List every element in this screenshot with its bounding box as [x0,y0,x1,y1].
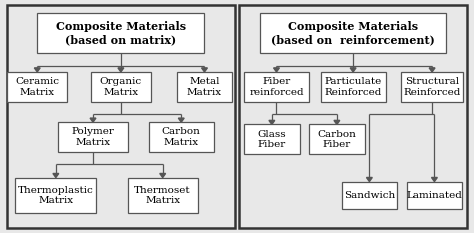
Polygon shape [269,120,275,124]
Bar [15,178,97,213]
Bar [58,122,128,152]
Bar [401,72,464,102]
Text: Sandwich: Sandwich [344,191,395,200]
Text: Thermoset
Matrix: Thermoset Matrix [134,185,191,205]
Bar [91,72,151,102]
Text: Structural
Reinforced: Structural Reinforced [403,77,461,96]
Polygon shape [53,174,59,178]
Text: Organic
Matrix: Organic Matrix [100,77,142,96]
Polygon shape [90,118,96,122]
Text: Glass
Fiber: Glass Fiber [257,130,286,149]
Text: Composite Materials
(based on  reinforcement): Composite Materials (based on reinforcem… [271,21,435,45]
Polygon shape [429,68,435,72]
Bar [407,182,462,209]
Text: Metal
Matrix: Metal Matrix [187,77,222,96]
Text: Carbon
Fiber: Carbon Fiber [318,130,356,149]
Polygon shape [34,68,40,72]
Polygon shape [160,174,165,178]
Bar [149,122,214,152]
Polygon shape [178,118,184,122]
Polygon shape [118,68,124,72]
Bar [37,13,204,53]
Text: Ceramic
Matrix: Ceramic Matrix [15,77,59,96]
Bar [309,124,365,154]
Polygon shape [201,68,208,72]
Polygon shape [273,68,279,72]
Polygon shape [366,178,372,182]
Text: Fiber
reinforced: Fiber reinforced [249,77,304,96]
Text: Thermoplastic
Matrix: Thermoplastic Matrix [18,185,94,205]
Text: Particulate
Reinforced: Particulate Reinforced [324,77,382,96]
Bar [177,72,232,102]
Text: Composite Materials
(based on matrix): Composite Materials (based on matrix) [56,21,186,45]
Bar [244,72,309,102]
Polygon shape [431,178,438,182]
Bar [7,72,67,102]
Text: Polymer
Matrix: Polymer Matrix [72,127,114,147]
Bar [320,72,386,102]
Bar [244,124,300,154]
Text: Laminated: Laminated [407,191,462,200]
Polygon shape [350,68,356,72]
Bar [341,182,397,209]
Text: Carbon
Matrix: Carbon Matrix [162,127,201,147]
Bar [128,178,198,213]
Polygon shape [334,120,340,124]
Bar [260,13,446,53]
